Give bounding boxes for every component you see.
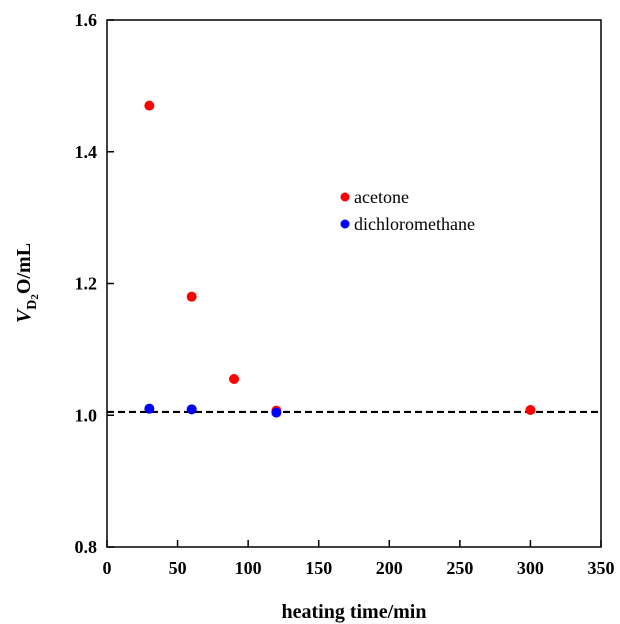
point-dichloromethane xyxy=(271,407,282,418)
point-acetone xyxy=(186,291,197,302)
legend-marker-acetone xyxy=(340,192,350,202)
legend-label-acetone: acetone xyxy=(354,187,409,207)
y-axis-title: VD2O/mL xyxy=(13,243,41,323)
x-tick-label: 0 xyxy=(103,558,112,578)
legend: acetone dichloromethane xyxy=(340,187,475,234)
x-axis-ticks: 0 50 100 150 200 250 300 350 xyxy=(103,540,615,578)
x-tick-label: 350 xyxy=(588,558,615,578)
point-dichloromethane xyxy=(186,404,197,415)
y-tick-label: 1.4 xyxy=(75,142,98,162)
legend-label-dichloromethane: dichloromethane xyxy=(354,214,475,234)
y-tick-label: 0.8 xyxy=(75,537,98,557)
legend-marker-dichloromethane xyxy=(340,219,350,229)
y-axis-ticks: 0.8 1.0 1.2 1.4 1.6 xyxy=(75,10,114,557)
point-acetone xyxy=(525,404,536,415)
x-tick-label: 100 xyxy=(235,558,262,578)
x-tick-label: 250 xyxy=(446,558,473,578)
plot-area xyxy=(106,19,602,548)
x-axis-title: heating time/min xyxy=(282,601,427,623)
point-dichloromethane xyxy=(144,403,155,414)
x-tick-label: 50 xyxy=(169,558,187,578)
x-tick-label: 150 xyxy=(305,558,332,578)
data-points xyxy=(144,100,536,418)
y-tick-label: 1.0 xyxy=(75,405,98,425)
y-tick-label: 1.2 xyxy=(75,274,98,294)
y-tick-label: 1.6 xyxy=(75,10,98,30)
x-tick-label: 200 xyxy=(376,558,403,578)
x-tick-label: 300 xyxy=(517,558,544,578)
point-acetone xyxy=(229,374,240,385)
point-acetone xyxy=(144,100,155,111)
